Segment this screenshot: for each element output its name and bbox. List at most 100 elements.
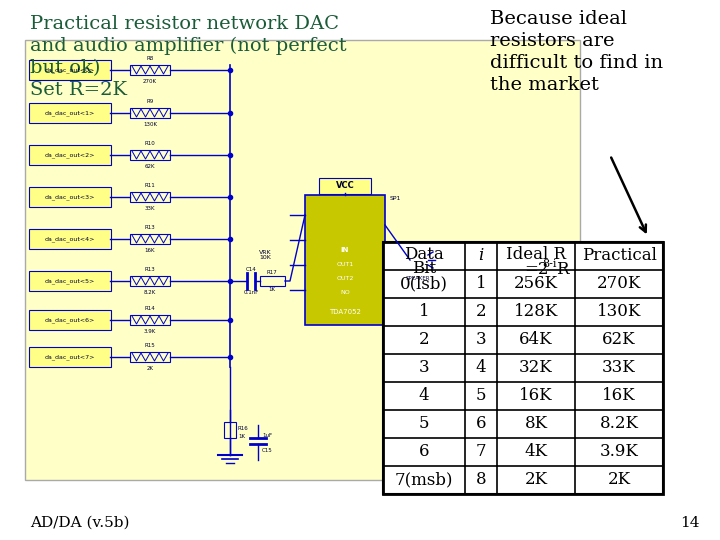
Text: 3.9K: 3.9K [144,329,156,334]
Text: 1: 1 [476,275,486,293]
Text: 33K: 33K [145,206,156,211]
Text: 2K: 2K [146,366,153,371]
Text: 62K: 62K [602,332,636,348]
FancyBboxPatch shape [29,310,111,330]
Text: da_dac_out<0>: da_dac_out<0> [45,67,95,73]
Text: Ideal R: Ideal R [506,246,566,263]
Text: 16K: 16K [145,248,156,253]
Text: 7(msb): 7(msb) [395,471,454,489]
Text: 4: 4 [419,388,429,404]
Text: but ok): but ok) [30,59,100,77]
Text: Data: Data [404,246,444,263]
Text: Because ideal: Because ideal [490,10,627,28]
Text: 32K: 32K [519,360,553,376]
Text: R17: R17 [266,270,277,275]
Text: 1uF: 1uF [262,433,272,438]
Text: OUT2: OUT2 [336,275,354,280]
Text: AD/DA (v.5b): AD/DA (v.5b) [30,516,130,530]
Text: da_dac_out<5>: da_dac_out<5> [45,278,95,284]
Text: i: i [478,247,484,265]
Text: 130K: 130K [143,122,157,127]
Text: 2: 2 [419,332,429,348]
Text: 6: 6 [476,415,486,433]
Text: R15: R15 [145,343,156,348]
Text: VRK
10K: VRK 10K [258,249,271,260]
Text: 16K: 16K [519,388,553,404]
Text: 8-i: 8-i [542,259,557,269]
Text: R: R [556,261,569,278]
Text: OUT1: OUT1 [336,262,354,267]
FancyBboxPatch shape [260,276,285,286]
Text: 7: 7 [476,443,486,461]
Text: 130K: 130K [597,303,642,321]
Text: IN: IN [341,247,349,253]
Text: and audio amplifier (not perfect: and audio amplifier (not perfect [30,37,346,55]
FancyBboxPatch shape [130,276,170,286]
Text: Practical: Practical [582,247,657,265]
Text: da_dac_out<1>: da_dac_out<1> [45,110,95,116]
Text: 3: 3 [476,332,486,348]
Text: 8K: 8K [524,415,548,433]
Text: 8.2K: 8.2K [144,290,156,295]
Text: R13: R13 [145,267,156,272]
FancyBboxPatch shape [29,187,111,207]
Text: R14: R14 [145,306,156,311]
Text: da_dac_out<4>: da_dac_out<4> [45,236,95,242]
FancyBboxPatch shape [130,234,170,244]
Text: NO: NO [340,289,350,294]
Text: 3.9K: 3.9K [600,443,639,461]
FancyBboxPatch shape [383,242,663,494]
Text: 4K: 4K [524,443,548,461]
FancyBboxPatch shape [29,271,111,291]
Text: R13: R13 [145,225,156,230]
FancyBboxPatch shape [224,422,236,438]
Text: 1K: 1K [269,287,276,292]
FancyBboxPatch shape [29,347,111,367]
Text: C14: C14 [246,267,256,272]
Text: 1K: 1K [238,434,245,438]
Text: da_dac_out<7>: da_dac_out<7> [45,354,95,360]
Text: resistors are: resistors are [490,32,614,50]
FancyBboxPatch shape [25,40,580,480]
FancyBboxPatch shape [29,60,111,80]
Text: da_dac_out<2>: da_dac_out<2> [45,152,95,158]
Text: Set R=2K: Set R=2K [30,81,127,99]
Text: R11: R11 [145,183,156,188]
Text: 8: 8 [476,471,486,489]
Text: 0(lsb): 0(lsb) [400,275,448,293]
FancyBboxPatch shape [29,145,111,165]
Text: TDA7052: TDA7052 [329,309,361,315]
Text: R16: R16 [238,426,248,430]
Text: 1: 1 [419,303,429,321]
Text: 2K: 2K [608,471,631,489]
Text: da_dac_out<3>: da_dac_out<3> [45,194,95,200]
Text: 64K: 64K [519,332,553,348]
Text: the market: the market [490,76,599,94]
Text: 16K: 16K [602,388,636,404]
Text: =2: =2 [524,261,549,278]
Text: 270K: 270K [143,79,157,84]
Text: 33K: 33K [602,360,636,376]
FancyBboxPatch shape [29,103,111,123]
Text: Bit: Bit [412,260,436,277]
FancyBboxPatch shape [29,229,111,249]
Text: 4: 4 [476,360,486,376]
Text: 128K: 128K [514,303,558,321]
Text: VCC: VCC [336,181,354,191]
FancyBboxPatch shape [130,108,170,118]
Text: 5: 5 [419,415,429,433]
FancyBboxPatch shape [130,352,170,362]
FancyBboxPatch shape [130,192,170,202]
Text: SPEAKER: SPEAKER [406,276,431,281]
FancyBboxPatch shape [130,65,170,75]
Text: SP1: SP1 [390,196,401,201]
Text: 2K: 2K [524,471,548,489]
Text: 62K: 62K [145,164,156,169]
Text: R8: R8 [146,56,153,61]
Text: difficult to find in: difficult to find in [490,54,663,72]
FancyBboxPatch shape [319,178,371,194]
Text: 0.1nF: 0.1nF [243,290,258,295]
Text: 2: 2 [476,303,486,321]
Text: 14: 14 [680,516,700,530]
Text: 256K: 256K [514,275,558,293]
